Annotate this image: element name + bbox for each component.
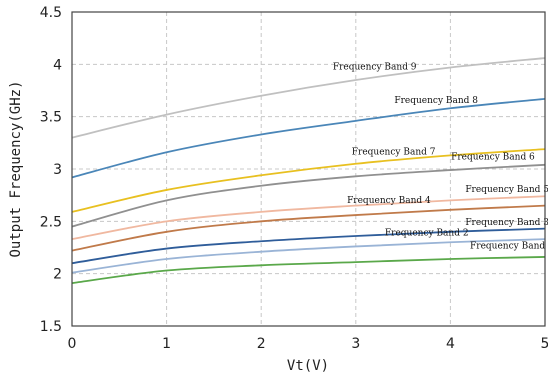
series-label: Frequency Band 8 [394,96,478,106]
series-line [71,148,546,213]
series-label: Frequency Band 9 [333,63,417,73]
y-tick-label: 3 [53,162,62,178]
series-label: Frequency Band 2 [385,228,469,238]
series-line [71,204,546,252]
series-line [71,227,546,265]
grid [72,12,545,326]
series-label: Frequency Band 4 [347,196,431,206]
y-tick-label: 1.5 [40,319,62,335]
x-tick-label: 3 [351,336,360,352]
y-tick-label: 3.5 [40,110,62,126]
series-lines [71,57,546,284]
series-line [71,97,546,179]
series-line [71,163,546,228]
x-tick-label: 1 [162,336,171,352]
y-axis-ticks: 1.5 2 2.5 3 3.5 4 4.5 [40,5,62,335]
series-line [71,256,546,284]
x-axis-ticks: 0 1 2 3 4 5 [68,336,548,352]
x-tick-label: 0 [68,336,77,352]
y-axis-title: Output Frequency(GHz) [8,80,24,257]
series-line [71,195,546,241]
series-label: Frequency Band 1 [470,242,548,252]
series-label: Frequency Band 5 [465,185,548,195]
series-label: Frequency Band 7 [352,147,436,157]
y-tick-label: 2.5 [40,214,62,230]
x-tick-label: 2 [257,336,266,352]
series-line [71,57,546,139]
plot-frame [71,11,546,327]
y-tick-label: 4.5 [40,5,62,21]
y-tick-label: 4 [53,57,62,73]
x-axis-title: Vt(V) [287,358,329,374]
x-tick-label: 4 [446,336,455,352]
series-label: Frequency Band 6 [451,153,535,163]
x-tick-label: 5 [541,336,548,352]
y-tick-label: 2 [53,267,62,283]
series-label: Frequency Band 3 [465,218,548,228]
series-line [71,238,546,274]
